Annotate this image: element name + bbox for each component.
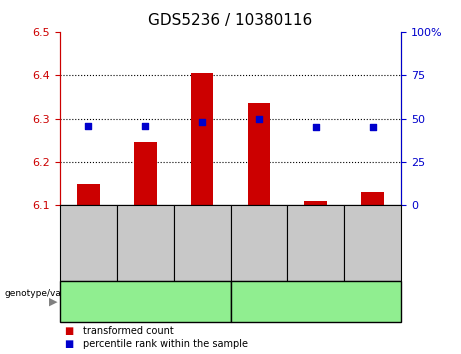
Point — [142, 123, 149, 129]
Bar — [191, 73, 213, 205]
Text: SLN null: SLN null — [293, 297, 339, 307]
Point — [369, 124, 376, 130]
Bar — [304, 201, 327, 205]
Point — [312, 124, 319, 130]
Text: GSM574105: GSM574105 — [368, 216, 377, 271]
Bar — [361, 192, 384, 205]
Bar — [248, 103, 270, 205]
Text: percentile rank within the sample: percentile rank within the sample — [83, 339, 248, 349]
Text: transformed count: transformed count — [83, 326, 174, 336]
Text: ▶: ▶ — [49, 297, 58, 307]
Text: GSM574103: GSM574103 — [254, 216, 263, 271]
Point — [255, 116, 263, 121]
Text: GSM574104: GSM574104 — [311, 216, 320, 271]
Text: wild type: wild type — [120, 297, 171, 307]
Text: GSM574102: GSM574102 — [198, 216, 207, 271]
Title: GDS5236 / 10380116: GDS5236 / 10380116 — [148, 13, 313, 28]
Text: GSM574100: GSM574100 — [84, 216, 93, 271]
Text: GSM574101: GSM574101 — [141, 216, 150, 271]
Point — [85, 123, 92, 129]
Bar — [134, 142, 157, 205]
Text: genotype/variation: genotype/variation — [5, 289, 91, 298]
Text: ■: ■ — [65, 339, 74, 349]
Bar — [77, 184, 100, 205]
Point — [198, 119, 206, 125]
Text: ■: ■ — [65, 326, 74, 336]
